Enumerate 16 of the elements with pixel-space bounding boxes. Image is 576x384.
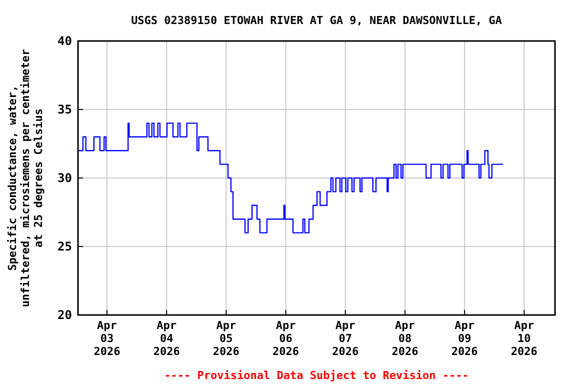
x-tick-label: Apr 10 2026: [510, 319, 538, 358]
y-tick-label: 25: [58, 239, 72, 254]
x-tick-label: Apr 04 2026: [153, 319, 180, 358]
x-tick-label: Apr 06 2026: [272, 319, 300, 358]
y-tick-label: 30: [58, 170, 72, 185]
y-axis-title: Specific conductance, water, unfiltered, microsiemens per centimeter at 25 degrees Celsius: [6, 48, 45, 308]
x-tick-label: Apr 05 2026: [212, 319, 240, 358]
chart-title: USGS 02389150 ETOWAH RIVER AT GA 9, NEAR DAWSONVILLE, GA: [131, 14, 502, 27]
y-tick-label: 35: [58, 102, 72, 116]
text: ---- Provisional Data Subject to Revision ----: [164, 369, 469, 382]
x-tick-label: Apr 08 2026: [392, 319, 419, 358]
x-tick-label: Apr 09 2026: [451, 319, 478, 358]
y-tick-label: 20: [58, 308, 72, 322]
y-tick-label: 40: [58, 34, 72, 48]
x-tick-label: Apr 03 2026: [94, 319, 121, 358]
x-tick-label: Apr 07 2026: [332, 319, 359, 358]
